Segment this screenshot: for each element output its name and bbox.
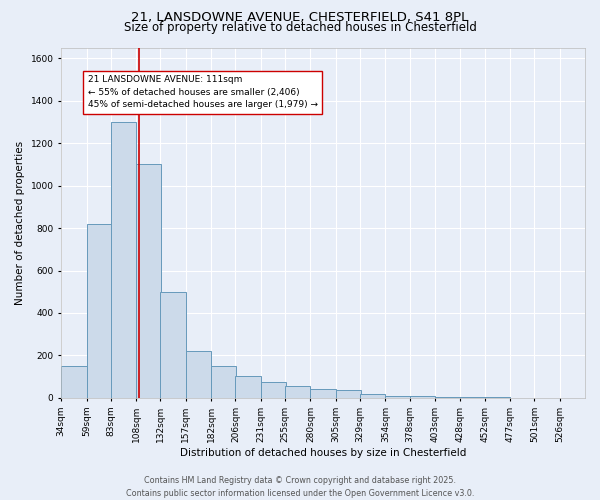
X-axis label: Distribution of detached houses by size in Chesterfield: Distribution of detached houses by size …	[180, 448, 466, 458]
Bar	[310, 390, 336, 398]
Y-axis label: Number of detached properties: Number of detached properties	[15, 140, 25, 305]
Bar	[211, 366, 236, 398]
Bar	[235, 376, 261, 398]
Bar	[261, 382, 286, 398]
Bar	[160, 292, 186, 398]
Bar	[410, 396, 435, 398]
Text: 21, LANSDOWNE AVENUE, CHESTERFIELD, S41 8PL: 21, LANSDOWNE AVENUE, CHESTERFIELD, S41 …	[131, 11, 469, 24]
Bar	[136, 164, 161, 398]
Bar	[61, 366, 86, 398]
Text: Size of property relative to detached houses in Chesterfield: Size of property relative to detached ho…	[124, 22, 476, 35]
Text: 21 LANSDOWNE AVENUE: 111sqm
← 55% of detached houses are smaller (2,406)
45% of : 21 LANSDOWNE AVENUE: 111sqm ← 55% of det…	[88, 75, 317, 109]
Bar	[360, 394, 385, 398]
Bar	[285, 386, 310, 398]
Bar	[336, 390, 361, 398]
Bar	[86, 224, 112, 398]
Bar	[111, 122, 136, 398]
Text: Contains HM Land Registry data © Crown copyright and database right 2025.
Contai: Contains HM Land Registry data © Crown c…	[126, 476, 474, 498]
Bar	[435, 397, 460, 398]
Bar	[460, 397, 486, 398]
Bar	[186, 351, 211, 398]
Bar	[385, 396, 411, 398]
